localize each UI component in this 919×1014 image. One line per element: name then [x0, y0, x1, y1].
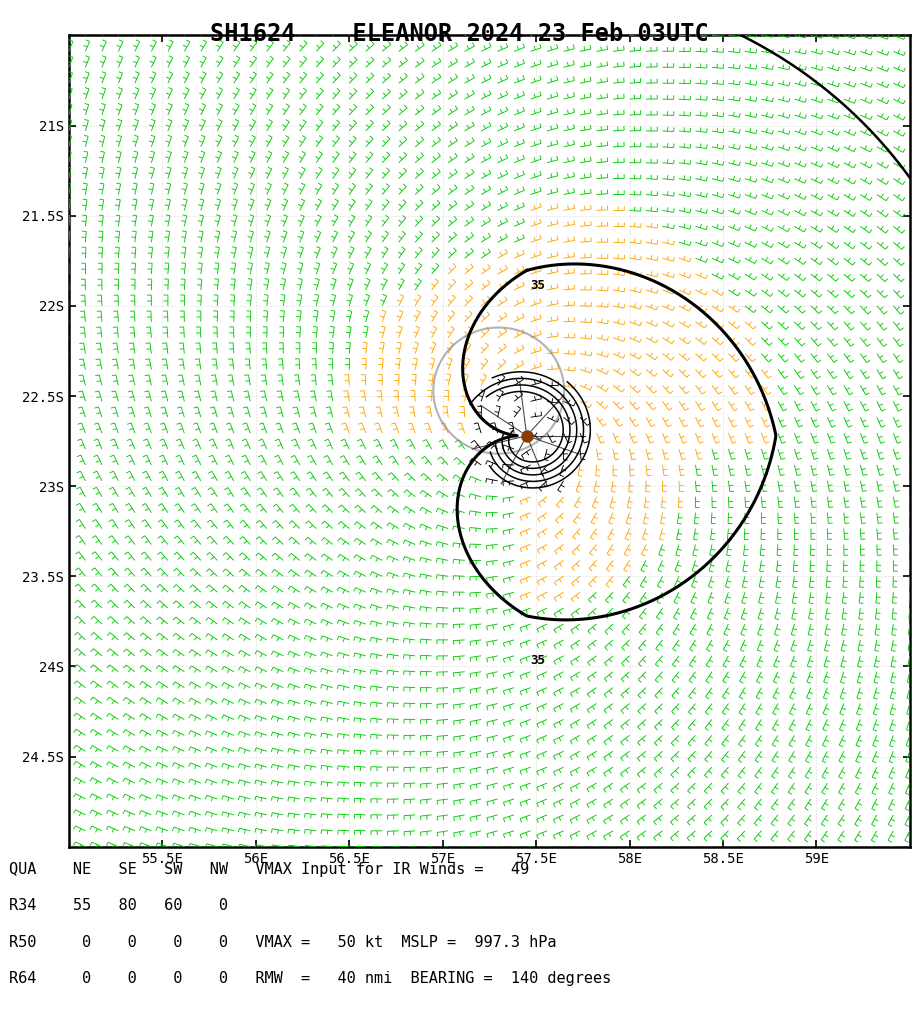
- Text: 35: 35: [530, 654, 546, 667]
- Text: R64     0    0    0    0   RMW  =   40 nmi  BEARING =  140 degrees: R64 0 0 0 0 RMW = 40 nmi BEARING = 140 d…: [9, 971, 611, 987]
- Text: QUA    NE   SE   SW   NW   VMAX Input for IR Winds =   49: QUA NE SE SW NW VMAX Input for IR Winds …: [9, 862, 529, 877]
- Text: R50     0    0    0    0   VMAX =   50 kt  MSLP =  997.3 hPa: R50 0 0 0 0 VMAX = 50 kt MSLP = 997.3 hP…: [9, 935, 557, 950]
- Text: SH1624    ELEANOR 2024 23 Feb 03UTC: SH1624 ELEANOR 2024 23 Feb 03UTC: [210, 22, 709, 47]
- Text: R34    55   80   60    0: R34 55 80 60 0: [9, 898, 228, 914]
- Text: 35: 35: [530, 279, 546, 292]
